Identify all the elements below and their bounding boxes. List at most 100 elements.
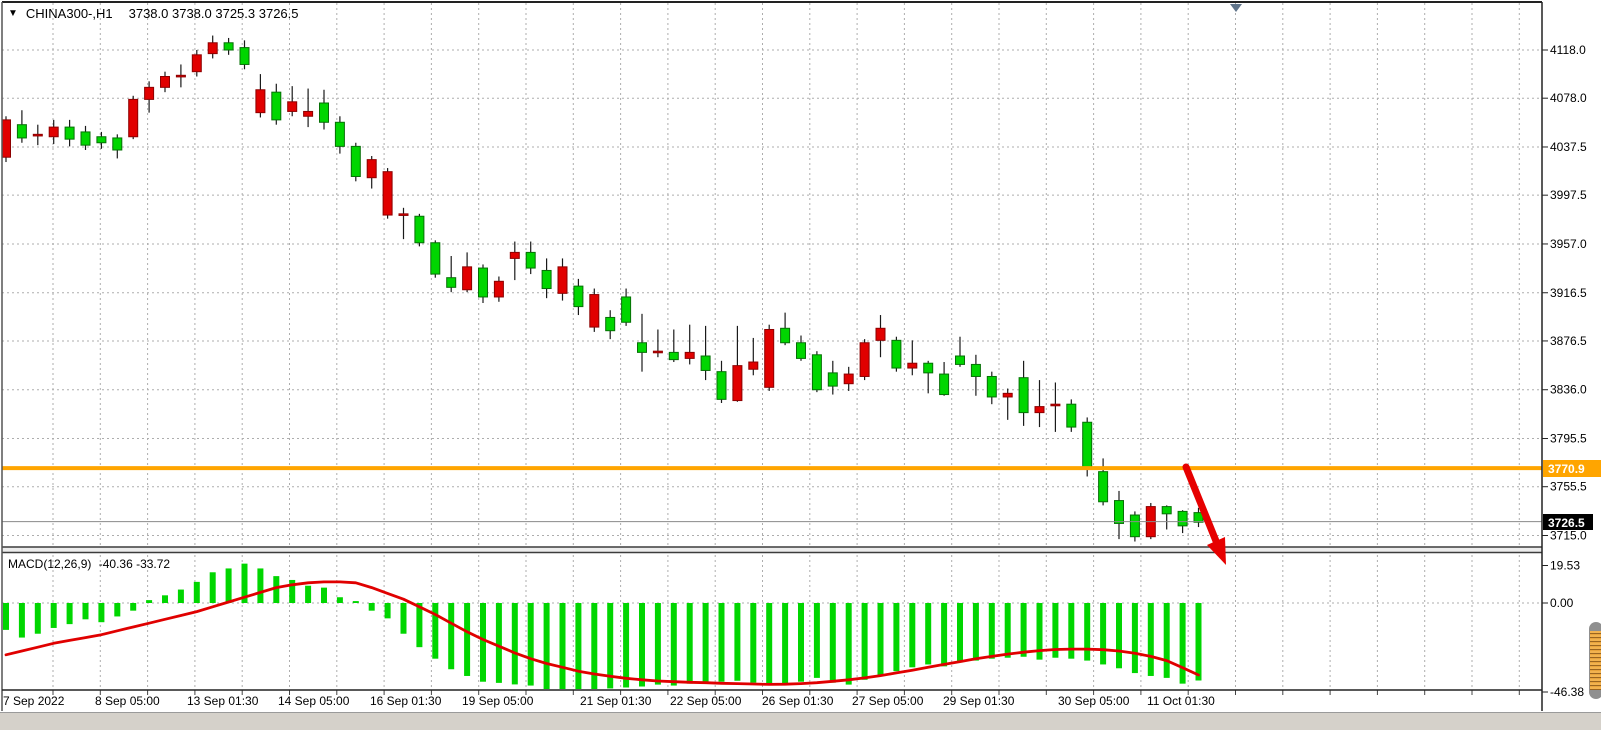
macd-histogram-bar[interactable] [559, 603, 566, 692]
macd-histogram-bar[interactable] [766, 603, 773, 684]
macd-histogram-bar[interactable] [336, 597, 343, 603]
candle[interactable] [796, 342, 806, 359]
macd-histogram-bar[interactable] [177, 589, 184, 603]
candle[interactable] [446, 277, 457, 288]
candle[interactable] [859, 342, 870, 377]
candle[interactable] [64, 126, 75, 140]
candle[interactable] [589, 294, 600, 328]
candle[interactable] [382, 171, 393, 216]
macd-histogram-bar[interactable] [241, 563, 248, 603]
candle[interactable] [112, 137, 123, 151]
candle[interactable] [144, 86, 155, 100]
macd-histogram-bar[interactable] [718, 603, 725, 682]
macd-histogram-bar[interactable] [416, 603, 423, 648]
candle[interactable] [319, 102, 329, 123]
macd-histogram-bar[interactable] [798, 603, 804, 682]
macd-histogram-bar[interactable] [1195, 603, 1202, 681]
candle[interactable] [986, 375, 997, 398]
candle[interactable] [207, 42, 218, 55]
macd-histogram-bar[interactable] [193, 581, 200, 603]
candle[interactable] [748, 361, 759, 370]
macd-histogram-bar[interactable] [162, 595, 168, 603]
macd-histogram-bar[interactable] [146, 600, 153, 603]
macd-histogram-bar[interactable] [1131, 603, 1138, 674]
macd-histogram-bar[interactable] [384, 603, 391, 619]
candle[interactable] [175, 74, 186, 78]
macd-histogram-bar[interactable] [941, 603, 948, 667]
macd-histogram-bar[interactable] [18, 603, 25, 638]
candle[interactable] [955, 355, 965, 365]
candle[interactable] [827, 372, 838, 387]
macd-histogram-bar[interactable] [575, 603, 582, 692]
macd-histogram-bar[interactable] [607, 603, 614, 689]
macd-histogram-bar[interactable] [639, 603, 645, 687]
candle[interactable] [525, 251, 536, 269]
macd-histogram-bar[interactable] [448, 603, 455, 670]
candle[interactable] [557, 266, 568, 294]
macd-histogram-bar[interactable] [225, 568, 232, 603]
candle[interactable] [637, 342, 647, 353]
macd-histogram-bar[interactable] [432, 603, 439, 659]
macd-histogram-bar[interactable] [352, 601, 359, 603]
macd-histogram-bar[interactable] [543, 603, 550, 690]
macd-histogram-bar[interactable] [34, 603, 41, 634]
macd-histogram-bar[interactable] [400, 603, 407, 634]
macd-histogram-bar[interactable] [1020, 603, 1027, 657]
candle[interactable] [668, 351, 679, 361]
macd-histogram-bar[interactable] [511, 603, 518, 685]
candle[interactable] [764, 328, 775, 388]
macd-histogram-bar[interactable] [98, 603, 105, 623]
macd-histogram-bar[interactable] [495, 603, 502, 683]
candle[interactable] [907, 362, 918, 369]
candle[interactable] [621, 296, 632, 323]
candle[interactable] [716, 371, 727, 400]
candle[interactable] [811, 354, 822, 391]
candle[interactable] [255, 89, 266, 114]
macd-histogram-bar[interactable] [114, 603, 121, 617]
macd-histogram-bar[interactable] [1116, 603, 1122, 669]
macd-histogram-bar[interactable] [1036, 603, 1043, 660]
candle[interactable] [287, 101, 298, 112]
candle[interactable] [478, 267, 488, 298]
macd-histogram-bar[interactable] [972, 603, 979, 661]
candle[interactable] [652, 350, 663, 354]
macd-histogram-bar[interactable] [273, 576, 280, 603]
macd-histogram-bar[interactable] [861, 603, 868, 680]
candle[interactable] [128, 98, 139, 138]
candle[interactable] [891, 339, 902, 369]
candle[interactable] [1098, 471, 1109, 503]
macd-histogram-bar[interactable] [1163, 603, 1170, 678]
macd-histogram-bar[interactable] [591, 603, 598, 690]
candle[interactable] [1161, 506, 1172, 515]
macd-histogram-bar[interactable] [1084, 603, 1091, 661]
scrollbar-thumb[interactable] [1589, 622, 1601, 699]
candle[interactable] [32, 133, 43, 137]
macd-histogram-bar[interactable] [527, 603, 534, 686]
candle[interactable] [430, 242, 441, 275]
candle[interactable] [1034, 406, 1045, 414]
candle[interactable] [334, 121, 345, 147]
macd-histogram-bar[interactable] [1004, 603, 1011, 658]
candle[interactable] [366, 159, 377, 179]
candle[interactable] [843, 373, 854, 385]
candle[interactable] [1050, 403, 1061, 407]
candle[interactable] [1177, 510, 1188, 527]
candle[interactable] [939, 373, 950, 396]
macd-histogram-bar[interactable] [1147, 603, 1154, 676]
candle[interactable] [732, 365, 743, 402]
macd-histogram-bar[interactable] [654, 603, 661, 685]
candle[interactable] [1066, 403, 1077, 428]
candle[interactable] [509, 251, 520, 259]
macd-histogram-bar[interactable] [50, 603, 57, 628]
candle[interactable] [2, 119, 11, 158]
candle[interactable] [1114, 500, 1124, 524]
macd-histogram-bar[interactable] [1068, 603, 1075, 659]
candle[interactable] [271, 91, 282, 121]
candle[interactable] [700, 355, 711, 371]
candle[interactable] [191, 54, 202, 73]
macd-histogram-bar[interactable] [480, 603, 486, 682]
macd-histogram-bar[interactable] [1100, 603, 1107, 665]
macd-histogram-bar[interactable] [670, 603, 677, 686]
macd-histogram-bar[interactable] [782, 603, 789, 685]
